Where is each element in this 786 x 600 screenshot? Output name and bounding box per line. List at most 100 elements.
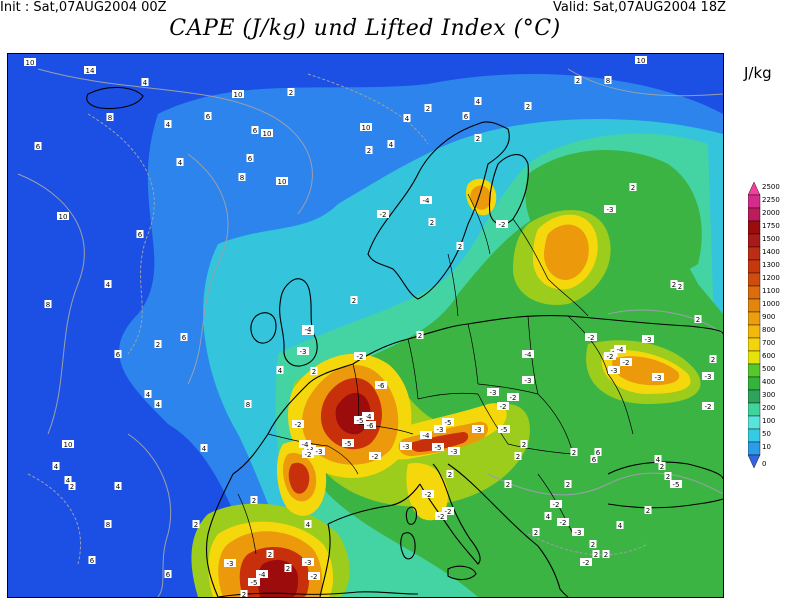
li-label: 10 (234, 91, 243, 99)
li-label: -4 (617, 346, 625, 354)
li-label: 4 (278, 367, 283, 375)
contour-line (37, 68, 313, 215)
li-label: -2 (553, 501, 560, 509)
li-label-box (365, 146, 373, 154)
valid-time-label: Valid: Sat,07AUG2004 18Z (553, 0, 726, 15)
li-label: 2 (576, 77, 580, 85)
li-label: -2 (499, 221, 506, 229)
li-label-box (276, 177, 288, 185)
border-line (467, 193, 491, 255)
li-label: 10 (64, 441, 73, 449)
legend-swatch (748, 363, 761, 378)
li-label: 4 (389, 141, 394, 149)
li-label: 8 (108, 114, 112, 122)
li-label-box (416, 331, 424, 339)
iberia-coast (205, 473, 234, 597)
li-label: -3 (490, 389, 497, 397)
li-label: -5 (345, 440, 352, 448)
border-line (512, 218, 549, 280)
border-line (417, 392, 479, 400)
contour-line (607, 309, 723, 335)
li-label-box (670, 280, 678, 288)
li-label: 2 (352, 297, 356, 305)
legend-level-label: 200 (762, 404, 776, 412)
li-label: -3 (316, 448, 323, 456)
ireland-coast (250, 312, 277, 344)
li-label: -3 (611, 367, 618, 375)
li-label: 2 (70, 483, 74, 491)
li-label-box (302, 450, 314, 458)
li-label-box (507, 393, 519, 401)
li-label: 6 (116, 351, 121, 359)
li-label: -3 (645, 336, 652, 344)
li-label: -5 (251, 579, 258, 587)
li-label: 10 (263, 130, 272, 138)
lifted-index-contours (17, 68, 723, 597)
li-label-box (276, 366, 284, 374)
li-label: -2 (380, 211, 387, 219)
li-label-box (522, 350, 534, 358)
li-label-box (544, 512, 552, 520)
contour-line (487, 472, 723, 496)
li-label: 2 (572, 449, 576, 457)
li-label-box (629, 183, 637, 191)
legend-level-label: 1200 (762, 274, 780, 282)
li-label: 2 (660, 463, 664, 471)
li-label-box (64, 476, 72, 484)
li-label-box (642, 335, 654, 343)
legend-swatch (748, 272, 761, 287)
li-label-box (364, 421, 376, 429)
li-label-box (224, 559, 236, 567)
legend-swatch (748, 220, 761, 235)
li-label-box (302, 558, 314, 566)
li-label-box (192, 520, 200, 528)
corsica-coast (405, 506, 417, 525)
continent-coast (307, 315, 723, 385)
li-label: 2 (678, 283, 682, 291)
li-label-box (620, 358, 632, 366)
li-label: 4 (116, 483, 121, 491)
li-label-box (141, 78, 149, 86)
li-label: 4 (146, 391, 151, 399)
li-label-box (497, 402, 509, 410)
li-label-box (474, 97, 482, 105)
li-label-box (658, 462, 666, 470)
legend-swatch (748, 233, 761, 248)
li-label-box (446, 470, 454, 478)
li-label: 2 (591, 541, 595, 549)
li-label-box (34, 142, 42, 150)
border-line (447, 253, 459, 317)
li-label-box (702, 372, 714, 380)
li-label: -4 (302, 441, 310, 449)
li-label: -2 (305, 451, 312, 459)
li-label: 2 (426, 105, 430, 113)
border-line (407, 338, 419, 400)
li-label-box (702, 402, 714, 410)
li-label: 4 (106, 281, 111, 289)
li-label-box (164, 570, 172, 578)
li-label: 6 (592, 456, 597, 464)
li-label: -3 (437, 426, 444, 434)
contour-line (567, 68, 723, 97)
legend-level-label: 2250 (762, 196, 780, 204)
li-label: -4 (423, 197, 431, 205)
li-label-box (256, 570, 268, 578)
li-label-box (308, 572, 320, 580)
li-label: 8 (46, 301, 50, 309)
li-label: 2 (666, 473, 670, 481)
li-label: -2 (438, 513, 445, 521)
li-label: 2 (476, 135, 480, 143)
li-label-box (654, 455, 662, 463)
li-label-box (375, 381, 387, 389)
li-label-box (362, 412, 374, 420)
orange-sweden (470, 185, 492, 210)
italy-coast (419, 463, 481, 565)
li-label-box (664, 472, 672, 480)
iberia-east-coast (319, 523, 331, 597)
li-label: 2 (252, 497, 256, 505)
li-label-box (514, 452, 522, 460)
li-label: 2 (194, 521, 198, 529)
li-label-box (180, 333, 188, 341)
li-label-box (313, 447, 325, 455)
